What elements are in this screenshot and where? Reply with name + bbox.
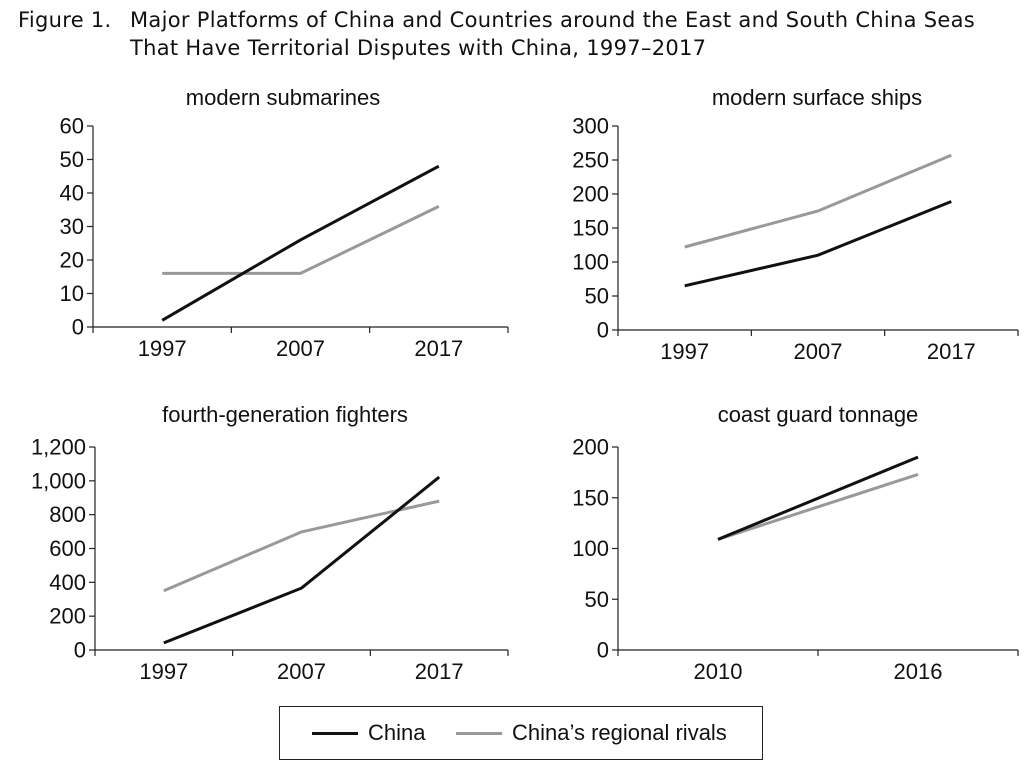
- chart-4-series-china-line: [717, 455, 919, 541]
- chart-2-y-tick-label: 300: [572, 114, 609, 139]
- chart-4-series-rivals-line: [717, 472, 919, 541]
- legend: China China’s regional rivals: [279, 706, 763, 760]
- chart-1-series-china-line: [161, 164, 440, 322]
- chart-1-y-tick-label: 20: [60, 248, 84, 273]
- figure-title-line-1: Major Platforms of China and Countries a…: [130, 8, 976, 32]
- chart-1-x-tick-label: 2007: [276, 336, 325, 361]
- chart-1-y-tick-label: 30: [60, 214, 84, 239]
- chart-3-y-tick-label: 200: [49, 604, 86, 629]
- chart-3-series-rivals-line: [163, 499, 440, 593]
- legend-label-china: China: [368, 720, 426, 745]
- chart-4-y-tick-label: 50: [585, 587, 609, 612]
- chart-2-x-tick-label: 2017: [927, 339, 976, 364]
- chart-2-x-tick-label: 2007: [794, 339, 843, 364]
- chart-1-series-rivals-line: [162, 205, 440, 275]
- chart-3-y-tick-label: 1,200: [31, 435, 86, 460]
- chart-3-y-tick-label: 600: [49, 536, 86, 561]
- chart-1-x-tick-label: 1997: [138, 336, 187, 361]
- chart-1-y-tick-label: 40: [60, 181, 84, 206]
- chart-2-series-china-line: [684, 200, 952, 288]
- chart-4-y-tick-label: 200: [572, 435, 609, 460]
- chart-4-y-tick-label: 0: [597, 638, 609, 663]
- chart-3-series-china-line: [163, 475, 441, 645]
- legend-label-rivals: China’s regional rivals: [512, 720, 727, 745]
- chart-3-y-tick-label: 800: [49, 502, 86, 527]
- chart-1-y-tick-label: 60: [60, 114, 84, 139]
- chart-2-y-tick-label: 100: [572, 250, 609, 275]
- chart-2-y-tick-label: 200: [572, 182, 609, 207]
- legend-swatch-rivals: [456, 731, 502, 735]
- chart-4-x-tick-label: 2016: [894, 659, 943, 684]
- chart-3-y-tick-label: 1,000: [31, 468, 86, 493]
- figure-title-line-2: That Have Territorial Disputes with Chin…: [130, 36, 707, 60]
- figure-title: Figure 1. Major Platforms of China and Co…: [18, 6, 975, 62]
- chart-2-series-rivals-line: [684, 153, 952, 249]
- chart-4-y-tick-label: 150: [572, 485, 609, 510]
- legend-item-rivals: China’s regional rivals: [456, 707, 727, 759]
- figure-label: Figure 1.: [18, 8, 112, 32]
- chart-2-y-tick-label: 150: [572, 216, 609, 241]
- chart-2-y-tick-label: 0: [597, 318, 609, 343]
- legend-swatch-china: [312, 731, 358, 735]
- chart-2-title: modern surface ships: [712, 85, 922, 110]
- chart-3-x-tick-label: 2007: [277, 659, 326, 684]
- legend-item-china: China: [312, 707, 425, 759]
- chart-1-y-tick-label: 10: [60, 281, 84, 306]
- chart-3-title: fourth-generation fighters: [162, 402, 408, 427]
- chart-2-x-tick-label: 1997: [660, 339, 709, 364]
- chart-1-title: modern submarines: [186, 85, 380, 110]
- chart-1-y-tick-label: 0: [72, 315, 84, 340]
- charts-canvas: modern submarines 0 10 20 30 40 50 60 1997 2007 20…: [31, 85, 1019, 684]
- chart-4-x-tick-label: 2010: [694, 659, 743, 684]
- chart-3-y-tick-label: 400: [49, 570, 86, 595]
- chart-3-y-tick-label: 0: [74, 638, 86, 663]
- chart-1-x-tick-label: 2017: [414, 336, 463, 361]
- chart-1-y-tick-label: 50: [60, 147, 84, 172]
- chart-2-y-tick-label: 50: [585, 284, 609, 309]
- chart-3-x-tick-label: 2017: [415, 659, 464, 684]
- chart-2-y-tick-label: 250: [572, 148, 609, 173]
- chart-4-title: coast guard tonnage: [718, 402, 919, 427]
- chart-4-y-tick-label: 100: [572, 536, 609, 561]
- chart-3-x-tick-label: 1997: [139, 659, 188, 684]
